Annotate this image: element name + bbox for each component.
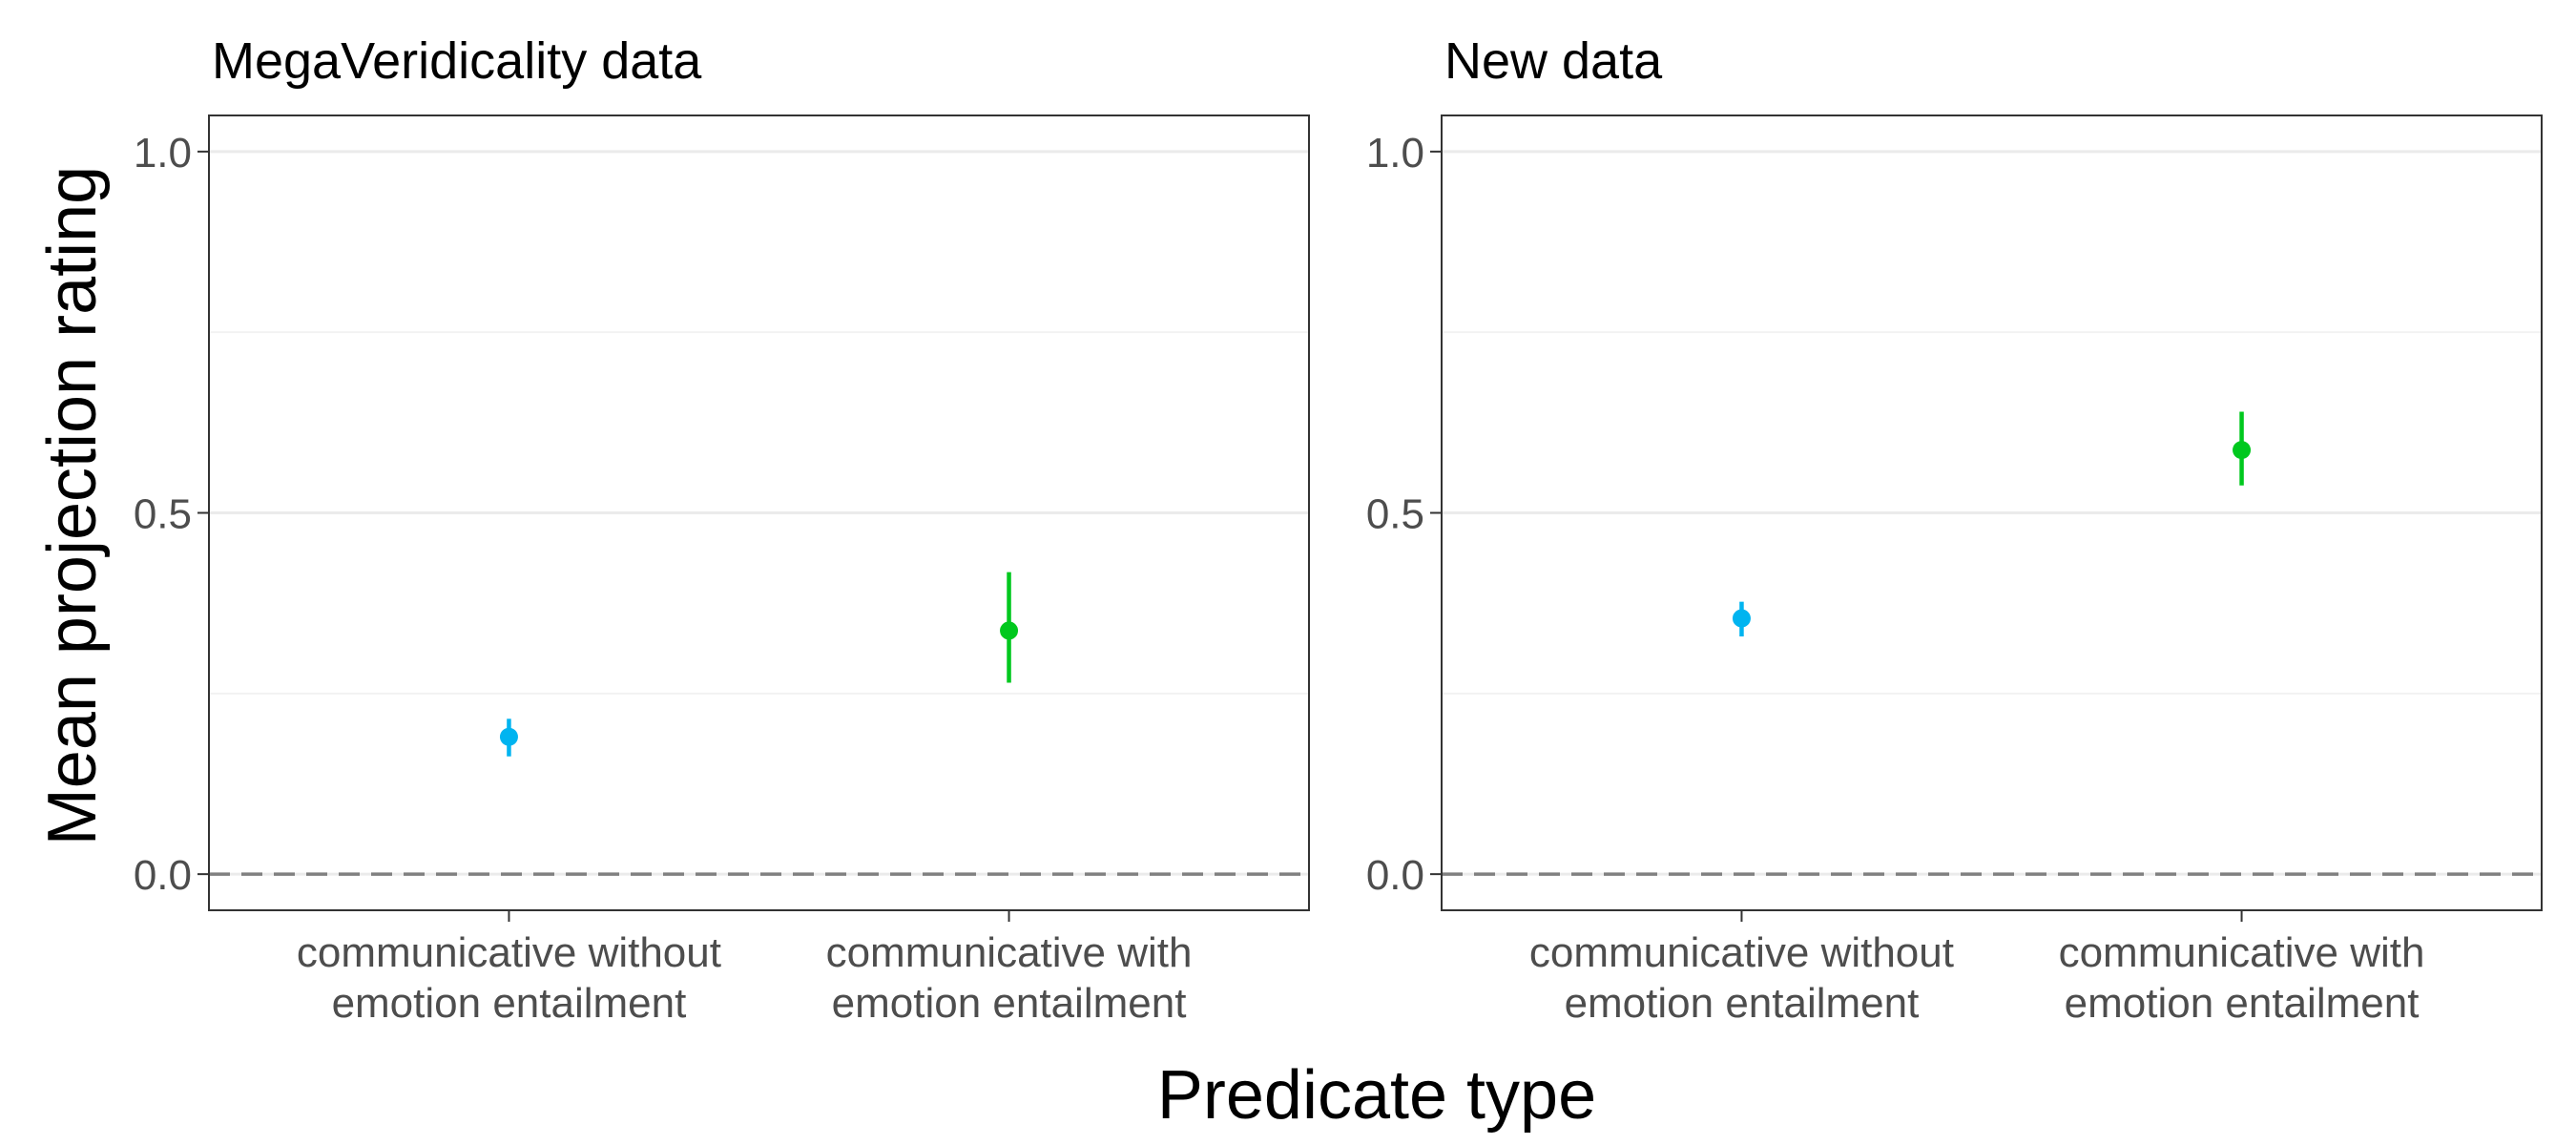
x-tick-label: communicative with: [826, 929, 1193, 976]
y-tick-label: 0.5: [134, 491, 192, 538]
y-tick-label: 0.0: [134, 852, 192, 899]
x-tick-label: communicative with: [2059, 929, 2425, 976]
y-tick-label: 0.5: [1366, 491, 1424, 538]
y-tick-label: 1.0: [1366, 130, 1424, 177]
y-tick-label: 0.0: [1366, 852, 1424, 899]
y-tick-label: 1.0: [134, 130, 192, 177]
x-tick-label: emotion entailment: [832, 980, 1187, 1027]
x-axis-title: Predicate type: [1157, 1057, 1596, 1134]
data-point: [2233, 441, 2252, 460]
data-point: [499, 727, 518, 746]
data-point: [1000, 621, 1019, 640]
x-tick-label: emotion entailment: [1565, 980, 1920, 1027]
data-point: [1732, 609, 1751, 628]
x-tick-label: communicative without: [1529, 929, 1954, 976]
x-tick-label: communicative without: [297, 929, 721, 976]
panel-title: New data: [1444, 32, 1663, 90]
x-tick-label: emotion entailment: [332, 980, 687, 1027]
x-tick-label: emotion entailment: [2065, 980, 2420, 1027]
y-axis-title: Mean projection rating: [34, 166, 111, 845]
panel-title: MegaVeridicality data: [212, 32, 702, 90]
